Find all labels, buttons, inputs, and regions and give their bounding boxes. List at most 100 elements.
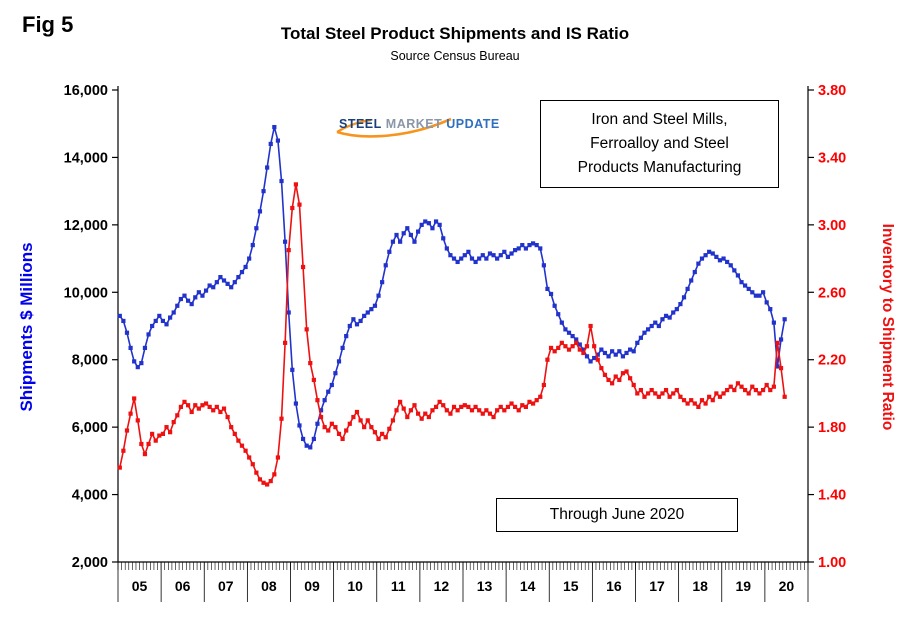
series-marker [610, 349, 615, 354]
series-marker [315, 398, 320, 403]
series-marker [211, 285, 216, 290]
series-marker [383, 435, 388, 440]
series-marker [430, 408, 435, 413]
series-marker [678, 394, 683, 399]
series-marker [419, 222, 424, 227]
series-marker [635, 391, 640, 396]
series-marker [541, 382, 546, 388]
series-marker [757, 391, 762, 396]
series-marker [667, 315, 672, 320]
series-marker [462, 253, 467, 258]
series-marker [207, 283, 212, 288]
series-marker [671, 391, 676, 396]
left-tick-label: 8,000 [72, 353, 108, 369]
series-marker [300, 436, 306, 442]
y-axis-left: 2,000 4,000 6,000 8,000 10,000 12,000 14,000 16… [64, 83, 118, 571]
chart-title: Total Steel Product Shipments and IS Rat… [280, 24, 630, 43]
series-marker [308, 445, 313, 450]
series-marker [318, 408, 324, 413]
series-marker [530, 241, 536, 246]
right-tick-label: 1.40 [818, 488, 846, 504]
series-marker [214, 280, 219, 285]
series-marker [509, 401, 514, 406]
series-marker [257, 477, 263, 482]
series-marker [178, 296, 183, 302]
series-marker [160, 318, 166, 324]
series-marker [459, 256, 464, 261]
series-marker [473, 404, 478, 410]
series-marker [236, 275, 241, 280]
series-marker [171, 310, 176, 315]
series-marker [247, 256, 252, 261]
series-marker [419, 416, 424, 421]
series-marker [351, 414, 356, 420]
series-marker [150, 323, 155, 329]
series-marker [768, 387, 773, 393]
through-date-annotation-box: Through June 2020 [496, 498, 738, 532]
series-marker [218, 409, 223, 415]
series-marker [178, 404, 183, 410]
series-marker [412, 403, 417, 408]
series-marker [315, 421, 320, 426]
x-axis-year-label: 18 [692, 578, 708, 594]
series-marker [545, 357, 550, 362]
series-marker [778, 337, 784, 342]
series-marker [782, 394, 787, 399]
series-marker [764, 300, 769, 305]
right-tick-label: 3.40 [818, 150, 846, 166]
series-marker [703, 401, 708, 406]
series-marker [577, 347, 582, 352]
series-marker [239, 443, 245, 448]
series-marker [322, 398, 327, 403]
series-marker [663, 387, 669, 393]
series-marker [451, 404, 457, 410]
series-marker [146, 441, 151, 447]
series-marker [394, 408, 399, 413]
series-marker [487, 251, 493, 256]
series-marker [617, 349, 622, 354]
logo-text: STEEL MARKET UPDATE [339, 117, 500, 131]
series-marker [279, 416, 284, 421]
series-marker [750, 384, 755, 389]
logo-word-market: MARKET [385, 117, 443, 131]
series-marker [681, 398, 687, 403]
series-marker [753, 293, 758, 298]
series-marker [484, 256, 489, 261]
series-marker [513, 404, 518, 410]
series-marker [653, 320, 658, 325]
series-marker [628, 376, 633, 381]
series-marker [584, 344, 590, 349]
series-marker [732, 268, 737, 273]
series-marker [552, 303, 557, 308]
series-marker [344, 334, 349, 339]
series-marker [283, 340, 288, 345]
left-tick-label: 12,000 [64, 218, 108, 234]
series-marker [455, 259, 460, 265]
series-marker [782, 317, 787, 322]
series-marker [426, 414, 431, 420]
series-marker [182, 293, 187, 298]
series-marker [599, 347, 604, 352]
series-marker [229, 285, 234, 290]
left-axis-title: Shipments $ Millions [17, 242, 36, 412]
series-marker [484, 408, 489, 413]
right-tick-label: 3.80 [818, 83, 846, 99]
series-marker [462, 403, 467, 408]
right-tick-label: 1.80 [818, 420, 846, 436]
series-marker [254, 470, 259, 475]
series-marker [372, 303, 378, 308]
series-marker [380, 280, 385, 285]
series-marker [477, 408, 482, 413]
series-marker [257, 209, 263, 214]
series-marker [498, 404, 503, 410]
series-marker [265, 165, 270, 170]
series-marker [354, 322, 360, 327]
series-marker [645, 391, 651, 396]
left-tick-label: 10,000 [64, 285, 108, 301]
series-marker [268, 141, 273, 147]
series-marker [221, 406, 227, 411]
x-axis-year-label: 09 [304, 578, 320, 594]
series-marker [725, 387, 730, 393]
series-marker [520, 242, 525, 248]
x-axis-year-label: 19 [736, 578, 752, 594]
